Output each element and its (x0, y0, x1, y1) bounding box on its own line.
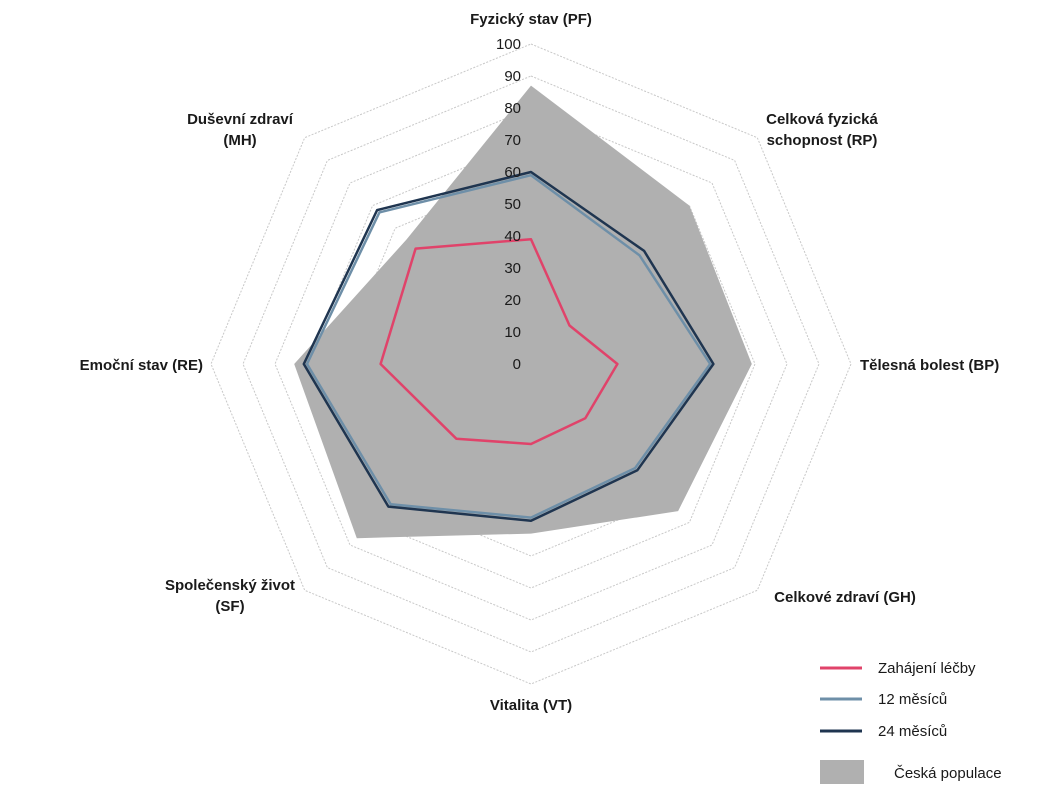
axis-label: Společenský život (SF) (165, 577, 295, 615)
tick-label: 70 (504, 132, 521, 149)
tick-label: 40 (504, 228, 521, 245)
series-line-2 (302, 170, 715, 523)
axis-label: Celková fyzická schopnost (RP) (766, 111, 878, 149)
tick-label: 60 (504, 164, 521, 181)
tick-label: 80 (504, 100, 521, 117)
axis-labels: Fyzický stav (PF) Celková fyzická schopnos… (80, 11, 1000, 714)
line-series (302, 170, 715, 523)
axis-label: Tělesná bolest (BP) (860, 357, 999, 374)
axis-label: Fyzický stav (PF) (470, 11, 592, 28)
tick-label: 20 (504, 292, 521, 309)
grid-ring (274, 107, 788, 621)
area-series (294, 85, 752, 539)
grid-ring (306, 139, 756, 589)
radial-tick-labels: 0 10 20 30 40 50 60 70 80 90 100 (496, 36, 521, 373)
legend: Zahájení léčby 12 měsíců 24 měsíců Česká po… (820, 660, 1002, 784)
axis-label: Emoční stav (RE) (80, 357, 203, 374)
axis-label: Celkové zdraví (GH) (774, 589, 916, 606)
series-line-1 (305, 173, 712, 519)
tick-label: 10 (504, 324, 521, 341)
series-line-0 (379, 237, 619, 446)
legend-label: 24 měsíců (878, 723, 947, 740)
legend-label: Zahájení léčby (878, 660, 976, 677)
tick-label: 90 (504, 68, 521, 85)
tick-label: 0 (513, 356, 521, 373)
grid-ring (210, 43, 852, 685)
tick-label: 30 (504, 260, 521, 277)
legend-swatch (820, 760, 864, 784)
legend-label: 12 měsíců (878, 691, 947, 708)
axis-label: Duševní zdraví (MH) (187, 111, 294, 149)
series-area-3 (294, 85, 752, 539)
tick-label: 100 (496, 36, 521, 53)
legend-label: Česká populace (894, 765, 1002, 782)
tick-label: 50 (504, 196, 521, 213)
axis-label: Vitalita (VT) (490, 697, 572, 714)
